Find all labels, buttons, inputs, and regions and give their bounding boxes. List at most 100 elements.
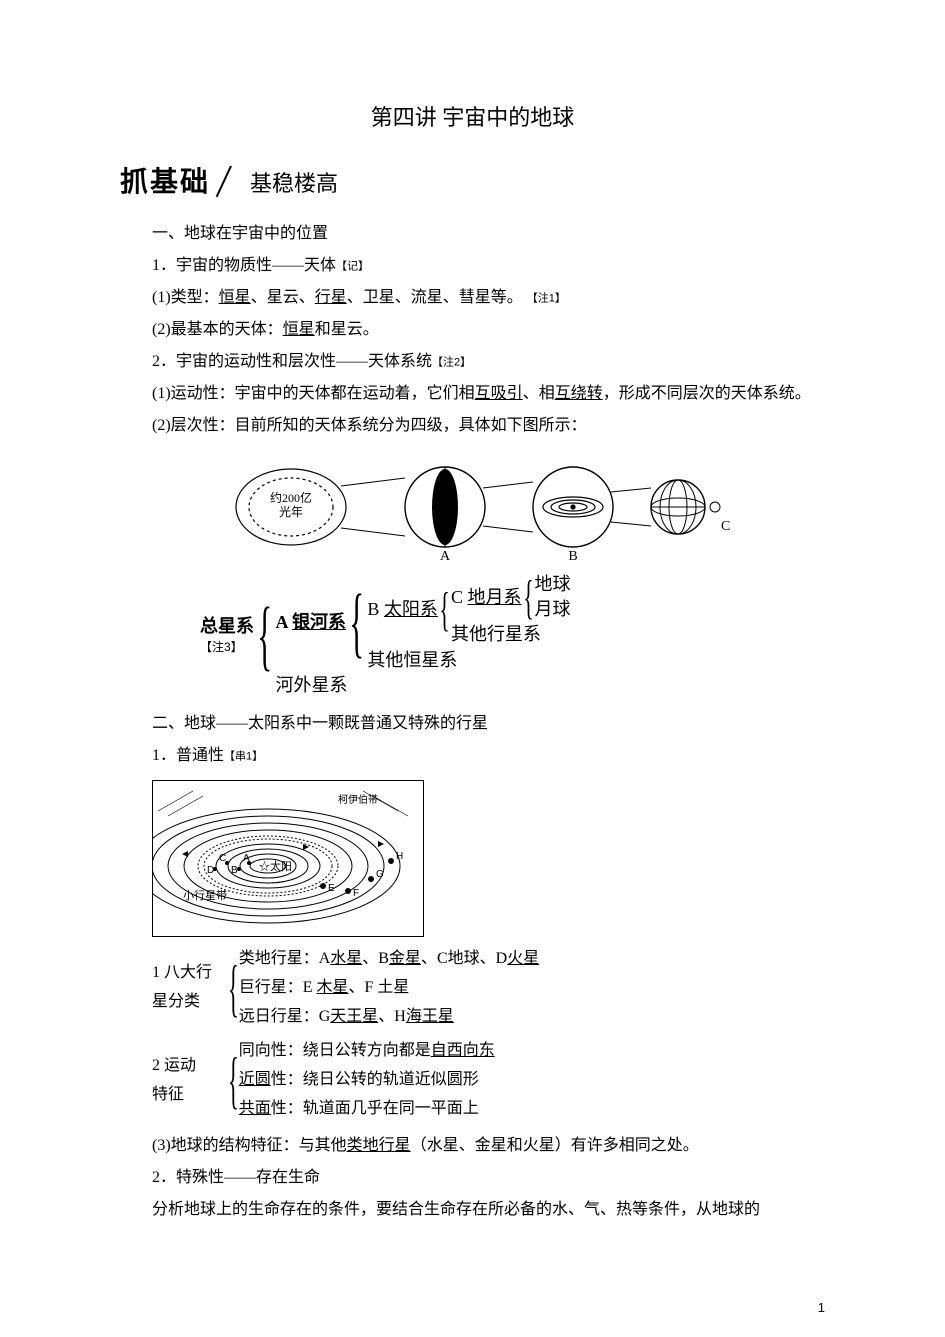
root-label: 总星系 <box>200 614 254 639</box>
label: 2．宇宙的运动性和层次性——天体系统 <box>152 353 432 370</box>
text: 、F 土星 <box>349 979 410 996</box>
brace-icon: { <box>228 1058 239 1103</box>
planet-b: B <box>231 865 238 876</box>
page: 第四讲 宇宙中的地球 抓基础 基稳楼高 一、地球在宇宙中的位置 1．宇宙的物质性… <box>0 0 945 1337</box>
text: C <box>451 587 468 607</box>
fig-label-b: B <box>568 549 577 562</box>
blank: 银河系 <box>292 612 346 632</box>
text: 其他行星系 <box>451 622 571 647</box>
brace-icon: { <box>523 576 533 619</box>
planet-a: A <box>243 853 250 864</box>
divider-icon <box>212 166 248 200</box>
planet-h: H <box>396 851 403 862</box>
blank: 类地行星 <box>347 1137 411 1154</box>
fig-label-a: A <box>439 549 450 562</box>
scale-label-line1: 约200亿 <box>269 490 311 505</box>
fig-label-c: C <box>721 519 730 534</box>
blank: 恒星 <box>219 289 251 306</box>
row: 近圆性：绕日公转的轨道近似圆形 <box>239 1066 495 1095</box>
root-note: 【注3】 <box>200 639 254 656</box>
heading-2: 二、地球——太阳系中一颗既普通又特殊的行星 <box>120 708 825 740</box>
blank: 互绕转 <box>555 385 603 402</box>
text: 和星云。 <box>315 321 379 338</box>
blank: 天王星 <box>330 1008 378 1025</box>
paragraph: 分析地球上的生命存在的条件，要结合生命存在所必备的水、气、热等条件，从地球的 <box>120 1194 825 1226</box>
item-1-1: 1．宇宙的物质性——天体【记】 <box>120 250 825 282</box>
text: (3)地球的结构特征：与其他 <box>152 1137 347 1154</box>
blank: 共面 <box>239 1100 271 1117</box>
lead: 1 八大行 <box>136 959 226 988</box>
text: ，形成不同层次的天体系统。 <box>603 385 811 402</box>
row: 共面性：轨道面几乎在同一平面上 <box>239 1095 495 1124</box>
banner-sub: 基稳楼高 <box>250 166 338 200</box>
text: B <box>367 599 384 619</box>
lead: 2 运动 <box>136 1052 226 1081</box>
brace-icon: { <box>439 588 449 631</box>
planet-c: C <box>219 853 226 864</box>
blank: 水星 <box>330 950 362 967</box>
blank: 近圆 <box>239 1071 271 1088</box>
page-title: 第四讲 宇宙中的地球 <box>120 100 825 132</box>
blank: 金星 <box>389 950 421 967</box>
row: 远日行星：G天王星、H海王星 <box>239 1003 540 1032</box>
heading-1: 一、地球在宇宙中的位置 <box>120 218 825 250</box>
text: (1)运动性：宇宙中的天体都在运动着，它们相 <box>152 385 475 402</box>
item-1-2: 2．宇宙的运动性和层次性——天体系统【注2】 <box>120 346 825 378</box>
item-1-2-2: (2)层次性：目前所知的天体系统分为四级，具体如下图所示： <box>120 410 825 442</box>
note-tag: 【串1】 <box>224 750 263 762</box>
row: 类地行星：A水星、B金星、C地球、D火星 <box>239 945 540 974</box>
note-tag: 【注2】 <box>432 356 471 368</box>
text: 、相 <box>523 385 555 402</box>
banner-main: 抓基础 <box>120 160 210 200</box>
text: （水星、金星和火星）有许多相同之处。 <box>411 1137 699 1154</box>
blank: 互吸引 <box>475 385 523 402</box>
label: 1．宇宙的物质性——天体 <box>152 257 336 274</box>
page-number: 1 <box>818 1300 825 1315</box>
text: 性：轨道面几乎在同一平面上 <box>271 1100 479 1117</box>
text: 远日行星：G <box>239 1008 331 1025</box>
label: 1．普通性 <box>152 747 224 764</box>
text: 同向性：绕日公转方向都是 <box>239 1042 431 1059</box>
text: 、C地球、D <box>421 950 507 967</box>
item-1-2-1: (1)运动性：宇宙中的天体都在运动着，它们相互吸引、相互绕转，形成不同层次的天体… <box>120 378 825 410</box>
text: 、B <box>362 950 389 967</box>
text: 类地行星：A <box>239 950 331 967</box>
text: 、H <box>378 1008 406 1025</box>
brace-icon: { <box>228 966 239 1011</box>
note-tag: 【注1】 <box>527 292 566 304</box>
outer-label: 柯伊伯带 <box>338 793 378 806</box>
planet-g: G <box>376 869 384 880</box>
row: 巨行星：E 木星、F 土星 <box>239 974 540 1003</box>
planet-e: E <box>328 883 335 894</box>
blank: 太阳系 <box>384 599 438 619</box>
text: 地球 <box>535 572 571 597</box>
note-tag: 【记】 <box>336 260 369 272</box>
text: 、星云、 <box>251 289 315 306</box>
text: 、卫星、流星、彗星等。 <box>347 289 523 306</box>
text: A <box>275 612 292 632</box>
item-1-1-1: (1)类型：恒星、星云、行星、卫星、流星、彗星等。 【注1】 <box>120 282 825 314</box>
belt-label: 小行星带 <box>183 889 227 902</box>
text: 巨行星：E <box>239 979 317 996</box>
text: 其他恒星系 <box>367 648 570 673</box>
blank: 木星 <box>317 979 349 996</box>
celestial-hierarchy: 总星系 【注3】 { A 银河系 { B 太阳系 { <box>200 572 825 698</box>
planet-f: F <box>353 888 359 899</box>
planet-classification: 1 八大行 星分类 { 类地行星：A水星、B金星、C地球、D火星 巨行星：E 木… <box>136 945 825 1031</box>
motion-characteristics: 2 运动 特征 { 同向性：绕日公转方向都是自西向东 近圆性：绕日公转的轨道近似… <box>136 1037 825 1123</box>
text: (2)最基本的天体： <box>152 321 283 338</box>
blank: 自西向东 <box>431 1042 495 1059</box>
celestial-systems-figure: 约200亿 光年 A B C <box>213 452 733 562</box>
brace-icon: { <box>349 591 364 653</box>
item-2-1: 1．普通性【串1】 <box>120 740 825 772</box>
solar-system-figure: ☆太阳 A B C D E F G H 小行星带 柯伊伯带 <box>152 780 424 937</box>
scale-label-line2: 光年 <box>278 505 302 519</box>
item-1-1-2: (2)最基本的天体：恒星和星云。 <box>120 314 825 346</box>
lead: 星分类 <box>136 988 226 1017</box>
row: 同向性：绕日公转方向都是自西向东 <box>239 1037 495 1066</box>
planet-d: D <box>207 865 214 876</box>
item-2-special: 2．特殊性——存在生命 <box>120 1162 825 1194</box>
blank: 地月系 <box>468 587 522 607</box>
blank: 火星 <box>507 950 539 967</box>
brace-icon: { <box>257 604 272 666</box>
